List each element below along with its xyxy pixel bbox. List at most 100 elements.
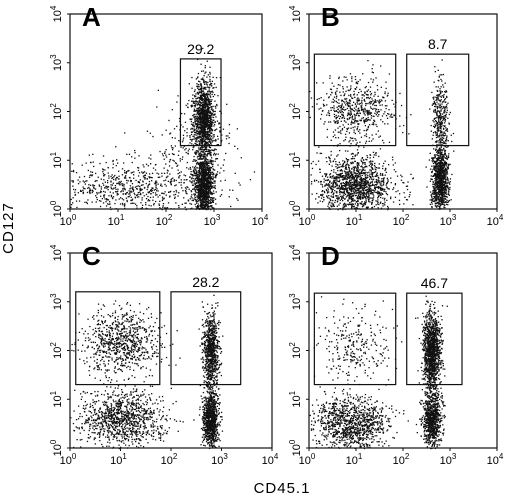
event-dot bbox=[207, 172, 209, 174]
event-dot bbox=[178, 205, 180, 207]
event-dot bbox=[330, 185, 332, 187]
event-dot bbox=[212, 173, 215, 175]
event-dot bbox=[359, 187, 362, 189]
event-dot bbox=[343, 191, 345, 193]
event-dot bbox=[347, 192, 349, 194]
event-dot bbox=[210, 154, 212, 156]
gate-percentage: 29.2 bbox=[187, 41, 214, 57]
event-dot bbox=[334, 129, 337, 131]
event-dot bbox=[372, 108, 374, 110]
event-dot bbox=[199, 152, 202, 154]
event-dot bbox=[202, 162, 204, 165]
event-dot bbox=[187, 103, 189, 105]
event-dot bbox=[353, 93, 356, 95]
event-dot bbox=[210, 206, 213, 208]
event-dot bbox=[330, 195, 332, 197]
event-dot bbox=[199, 112, 201, 114]
event-dot bbox=[198, 178, 200, 181]
event-dot bbox=[370, 161, 372, 163]
event-dot bbox=[191, 87, 193, 89]
event-dot bbox=[158, 204, 160, 206]
event-dot bbox=[351, 205, 353, 208]
event-dot bbox=[171, 180, 173, 182]
event-dot bbox=[202, 70, 205, 72]
event-dot bbox=[96, 191, 98, 194]
event-dot bbox=[322, 201, 324, 203]
event-dot bbox=[123, 183, 125, 186]
event-dot bbox=[117, 162, 119, 164]
event-dot bbox=[359, 184, 361, 186]
event-dot bbox=[204, 109, 207, 111]
event-dot bbox=[169, 133, 171, 135]
event-dot bbox=[350, 203, 352, 205]
event-dot bbox=[363, 122, 366, 124]
event-dot bbox=[223, 159, 225, 161]
event-dot bbox=[207, 122, 209, 124]
event-dot bbox=[200, 191, 202, 193]
event-dot bbox=[353, 177, 355, 179]
event-dot bbox=[355, 190, 357, 192]
event-dot bbox=[82, 180, 84, 182]
event-dot bbox=[204, 114, 206, 116]
panel-letter: A bbox=[82, 2, 101, 32]
event-dot bbox=[205, 113, 208, 116]
event-dot bbox=[351, 115, 354, 117]
event-dot bbox=[368, 187, 370, 189]
event-dot bbox=[351, 137, 353, 140]
event-dot bbox=[210, 137, 212, 139]
event-dot bbox=[381, 188, 383, 190]
event-dot bbox=[150, 189, 152, 191]
event-dot bbox=[200, 194, 203, 196]
event-dot bbox=[215, 173, 218, 175]
event-dot bbox=[207, 203, 209, 206]
event-dot bbox=[147, 200, 149, 202]
event-dot bbox=[205, 110, 208, 112]
event-dot bbox=[326, 114, 328, 116]
event-dot bbox=[118, 181, 120, 183]
event-dot bbox=[217, 153, 219, 155]
event-dot bbox=[349, 195, 351, 198]
event-dot bbox=[331, 165, 333, 167]
event-dot bbox=[209, 174, 211, 176]
event-dot bbox=[177, 164, 179, 166]
event-dot bbox=[354, 203, 356, 205]
event-dot bbox=[137, 185, 139, 187]
event-dot bbox=[370, 173, 373, 175]
event-dot bbox=[185, 104, 187, 107]
event-dot bbox=[356, 112, 359, 114]
event-dot bbox=[354, 183, 356, 185]
event-dot bbox=[207, 192, 210, 194]
event-dot bbox=[375, 167, 378, 169]
event-dot bbox=[209, 71, 211, 74]
event-dot bbox=[377, 130, 379, 132]
event-dot bbox=[367, 180, 369, 182]
event-dot bbox=[138, 182, 141, 184]
event-dot bbox=[366, 182, 368, 184]
event-dot bbox=[192, 124, 194, 126]
event-dot bbox=[359, 173, 361, 175]
event-dot bbox=[370, 171, 372, 173]
event-dot bbox=[196, 182, 198, 184]
event-dot bbox=[336, 95, 338, 97]
event-dot bbox=[399, 115, 401, 117]
event-dot bbox=[356, 121, 358, 123]
event-dot bbox=[189, 176, 191, 178]
event-dot bbox=[204, 207, 206, 209]
event-dot bbox=[196, 87, 199, 89]
event-dot bbox=[309, 90, 311, 93]
event-dot bbox=[198, 185, 201, 187]
event-dot bbox=[199, 172, 201, 174]
event-dot bbox=[346, 168, 348, 171]
event-dot bbox=[170, 179, 172, 181]
event-dot bbox=[379, 148, 382, 150]
event-dot bbox=[207, 137, 210, 140]
event-dot bbox=[203, 190, 206, 192]
event-dot bbox=[211, 205, 213, 207]
event-dot bbox=[326, 184, 328, 186]
event-dot bbox=[372, 104, 374, 106]
event-dot bbox=[351, 116, 353, 118]
event-dot bbox=[357, 130, 360, 132]
event-dot bbox=[125, 177, 127, 179]
event-dot bbox=[350, 190, 352, 192]
event-dot bbox=[157, 173, 160, 175]
